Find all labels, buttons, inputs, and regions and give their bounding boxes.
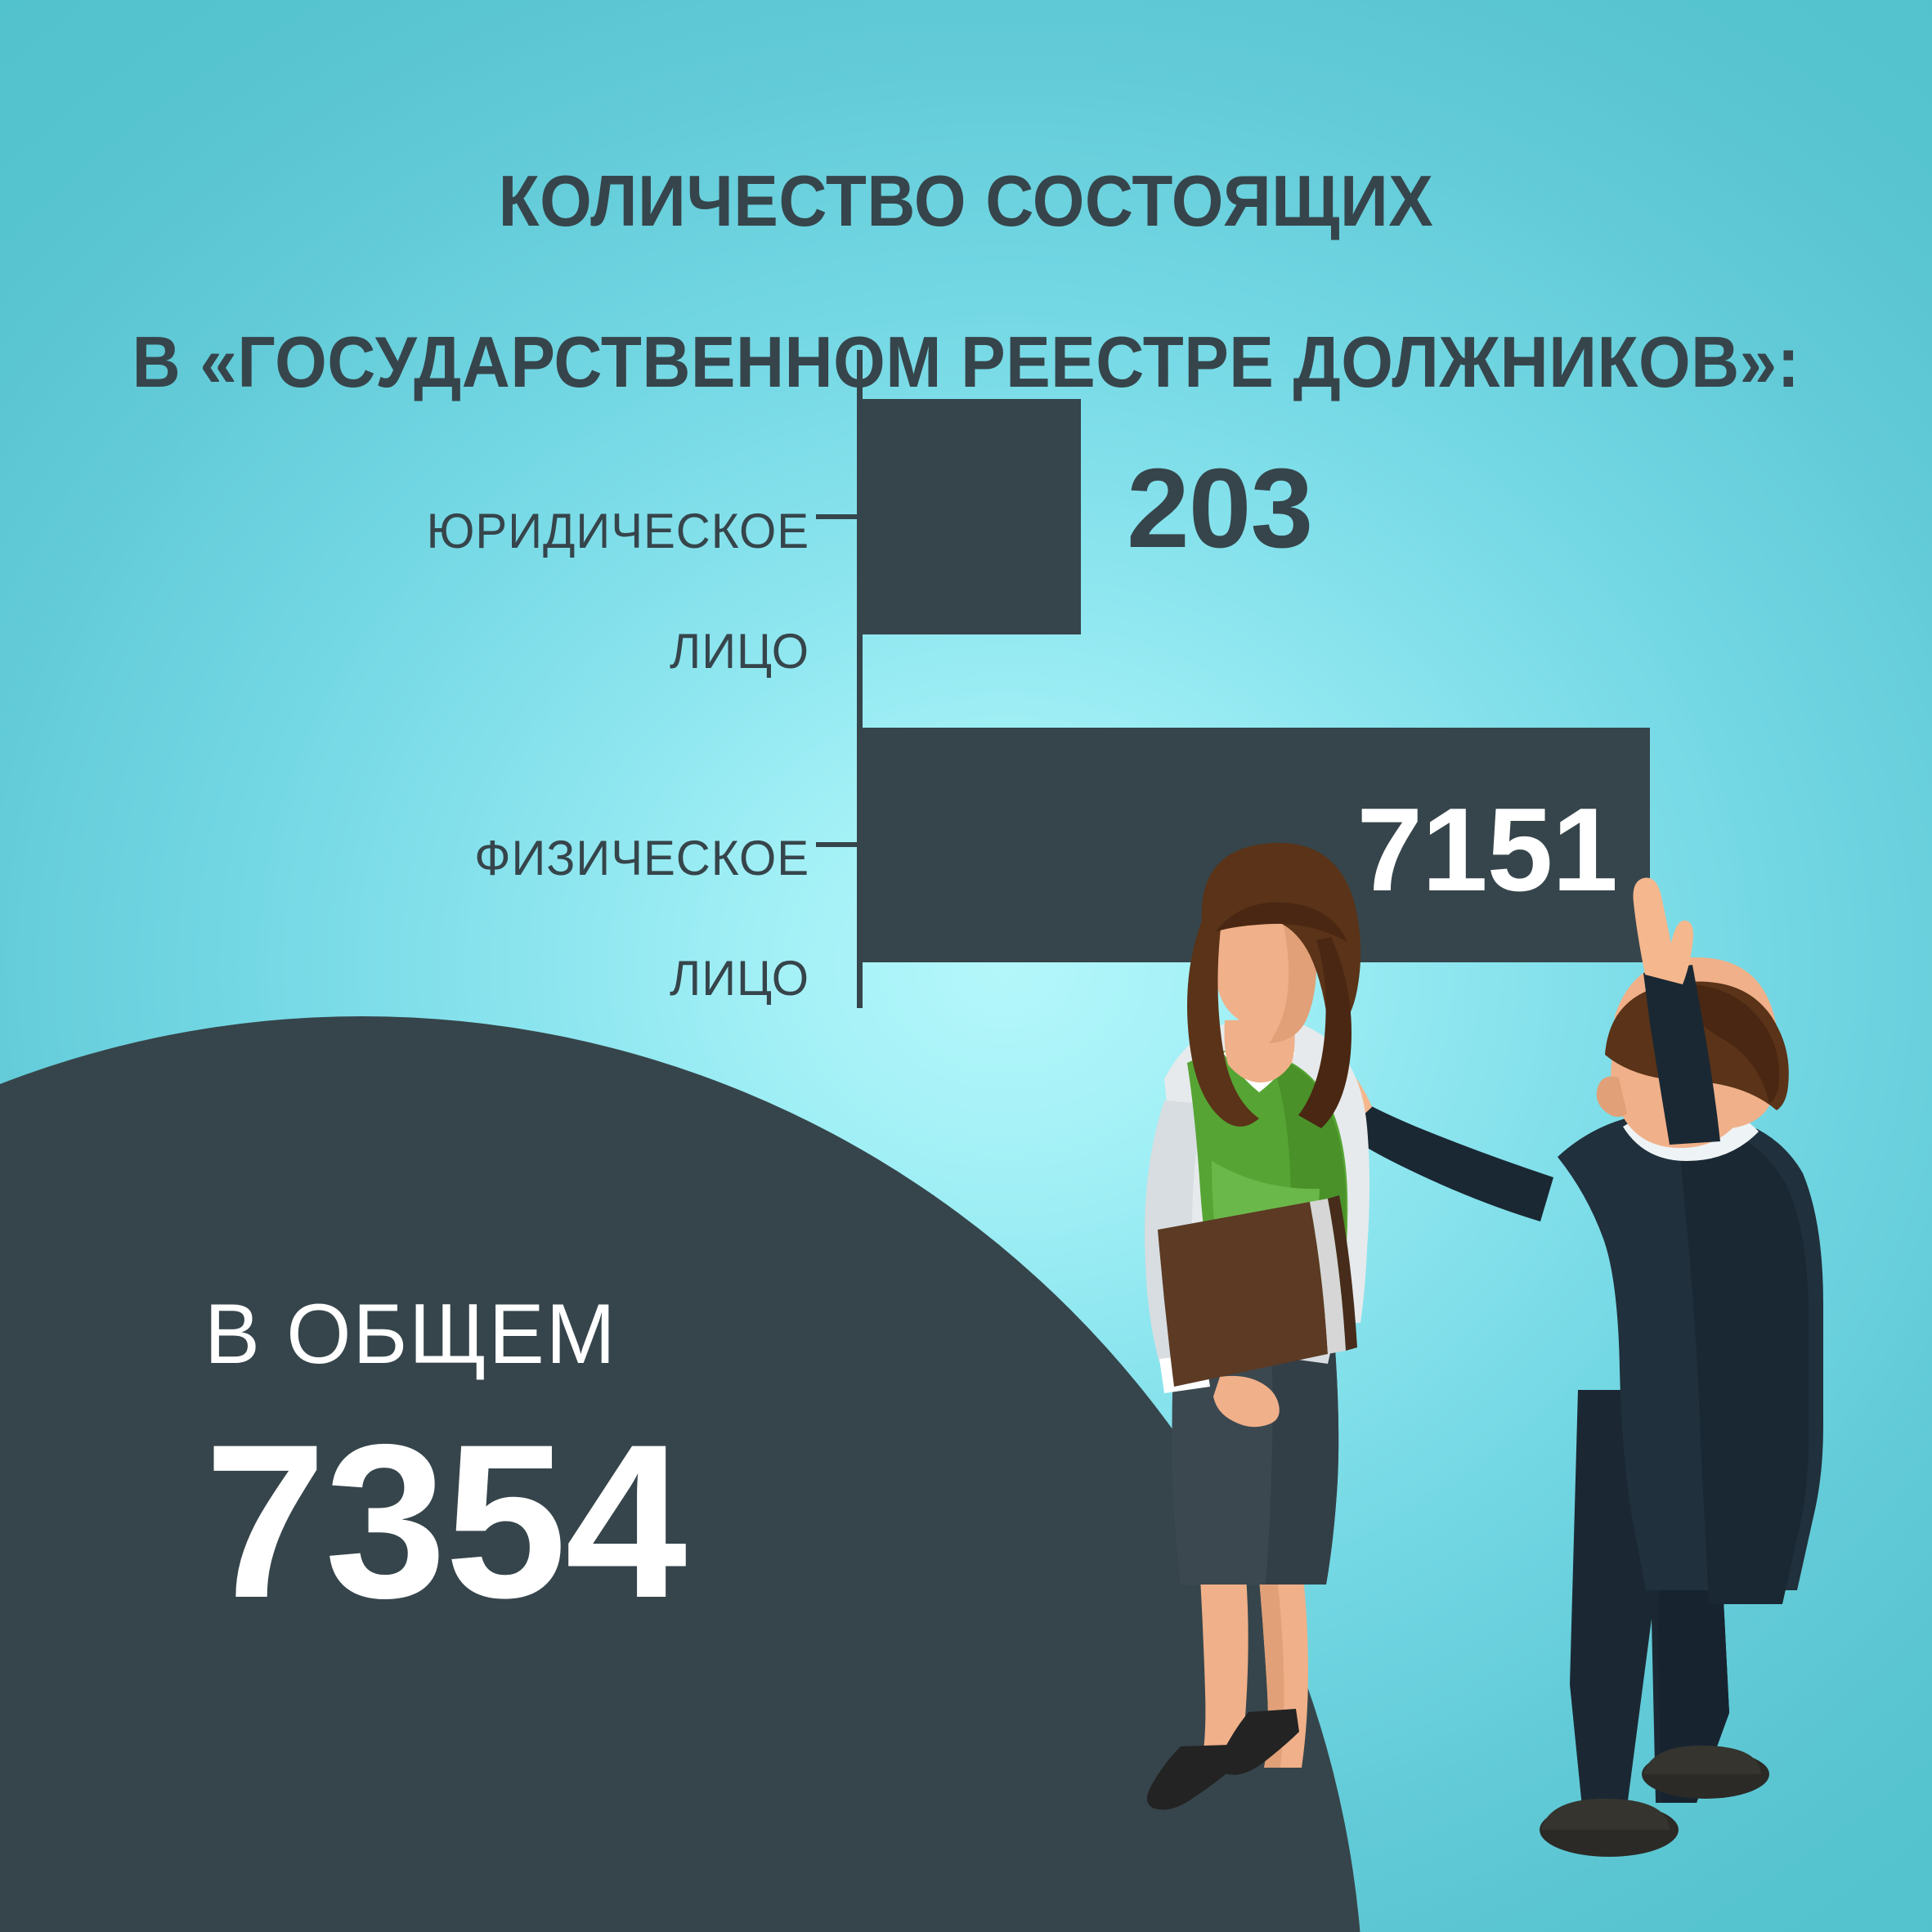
summary-label: В ОБЩЕМ [204,1287,617,1382]
summary-block: В ОБЩЕМ 7354 [204,1292,1022,1630]
woman-hair-fringe [1215,902,1347,942]
page-title-line-2: В «ГОСУДАРСТВЕННОМ РЕЕСТРЕ ДОЛЖНИКОВ»: [132,321,1800,402]
woman-folder-spine [1328,1195,1357,1351]
man-extended-arm-sleeve [1331,1094,1553,1222]
man-left-shoe-top [1541,1798,1670,1830]
man-raised-arm-sleeve [1643,965,1720,1145]
woman-hair-right [1298,937,1352,1128]
woman-hair-top [1201,842,1361,1037]
page-title-line-1: КОЛИЧЕСТВО СОСТОЯЩИХ [498,159,1434,241]
summary-value: 7354 [204,1398,687,1643]
man-ear [1596,1076,1627,1118]
man-raising-arms-figure [1267,877,1823,1857]
page-title: КОЛИЧЕСТВО СОСТОЯЩИХ В «ГОСУДАРСТВЕННОМ … [68,80,1865,483]
woman-folder [1158,1202,1328,1387]
woman-folder-edge [1310,1199,1346,1354]
woman-skirt-shadow [1266,1316,1339,1585]
woman-hair-left [1187,921,1259,1127]
man-jacket-shadow [1676,1122,1809,1604]
woman-right-shoe [1219,1709,1299,1775]
woman-right-heel [1239,1725,1261,1771]
man-right-shoe-top [1643,1745,1761,1774]
woman-hands [1213,1375,1280,1428]
woman-left-leg [1200,1576,1248,1769]
woman-left-heel [1171,1759,1194,1805]
woman-with-folder-figure [1145,842,1369,1810]
man-raised-hand [1633,877,1693,984]
